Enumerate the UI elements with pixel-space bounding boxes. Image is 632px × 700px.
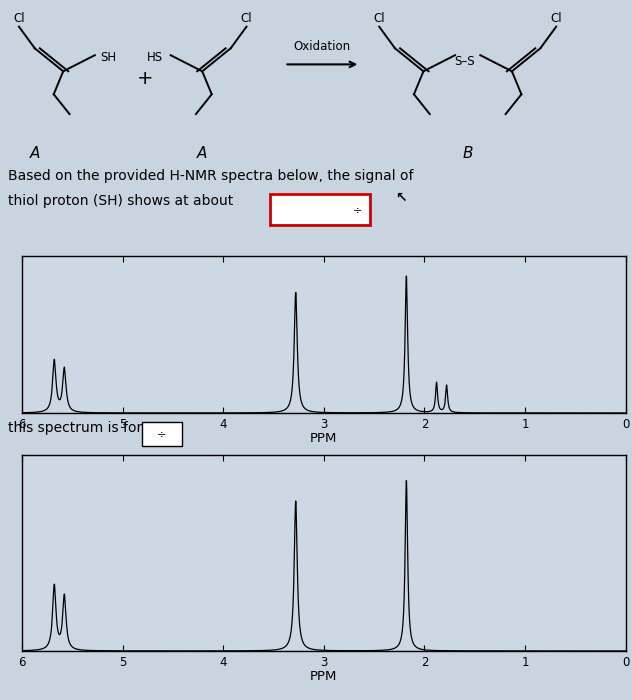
Text: ↖: ↖	[395, 190, 406, 204]
Text: Oxidation: Oxidation	[294, 40, 351, 53]
Bar	[270, 195, 370, 225]
Text: A: A	[197, 146, 207, 161]
Text: this spectrum is for: this spectrum is for	[8, 421, 142, 435]
Text: Based on the provided H-NMR spectra below, the signal of: Based on the provided H-NMR spectra belo…	[8, 169, 413, 183]
Text: +: +	[137, 69, 154, 88]
Text: Cl: Cl	[241, 13, 252, 25]
Text: Cl: Cl	[550, 13, 562, 25]
Bar	[142, 422, 181, 446]
Text: Cl: Cl	[13, 13, 25, 25]
X-axis label: PPM: PPM	[310, 432, 337, 445]
Text: S–S: S–S	[454, 55, 475, 68]
Text: SH: SH	[100, 51, 116, 64]
Text: HS: HS	[147, 51, 163, 64]
Text: ÷: ÷	[353, 205, 363, 215]
Text: A: A	[30, 146, 40, 161]
Text: Cl: Cl	[374, 13, 385, 25]
Text: thiol proton (SH) shows at about: thiol proton (SH) shows at about	[8, 195, 233, 209]
Text: B: B	[463, 146, 473, 161]
Text: ÷: ÷	[157, 429, 166, 439]
X-axis label: PPM: PPM	[310, 671, 337, 683]
